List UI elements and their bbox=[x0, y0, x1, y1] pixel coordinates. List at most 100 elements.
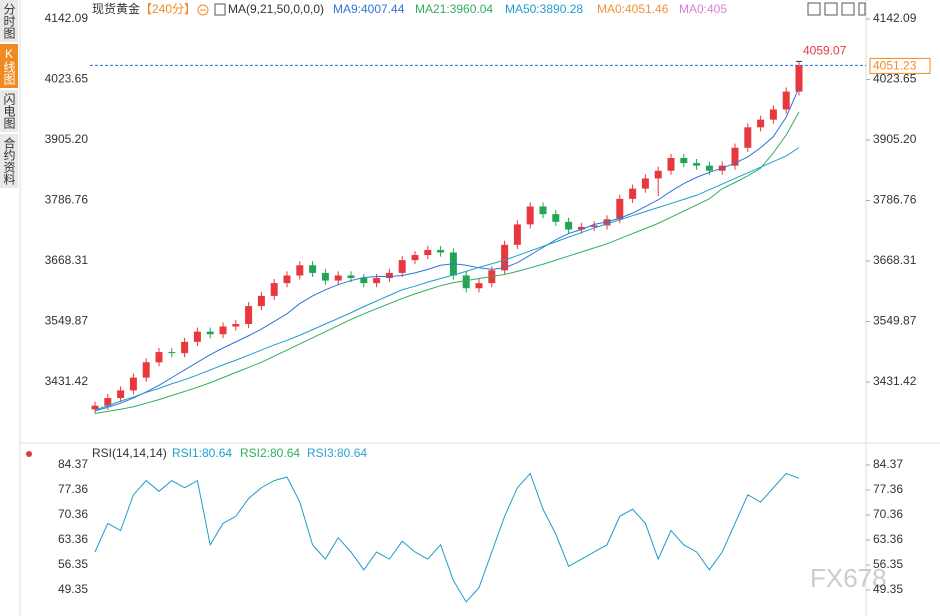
y-tick-label: 3786.76 bbox=[873, 193, 917, 207]
sun-icon bbox=[26, 451, 32, 457]
y-tick-label: 3431.42 bbox=[873, 374, 917, 388]
candle-body bbox=[552, 214, 560, 222]
y-tick-label: 4023.65 bbox=[45, 72, 89, 86]
candle-body bbox=[437, 249, 445, 253]
candle-body bbox=[539, 206, 547, 215]
toggle-icon[interactable] bbox=[197, 4, 209, 16]
icon[interactable] bbox=[807, 2, 821, 16]
series-line bbox=[94, 111, 800, 414]
candle-body bbox=[245, 306, 253, 324]
y-tick-label: 63.36 bbox=[873, 532, 903, 546]
tab[interactable]: K线图 bbox=[0, 44, 18, 90]
candle-body bbox=[705, 165, 713, 171]
candle-body bbox=[321, 272, 329, 281]
candle-body bbox=[513, 224, 521, 245]
candle-body bbox=[347, 275, 355, 279]
y-tick-label: 70.36 bbox=[873, 507, 903, 521]
last-price-label: 4051.23 bbox=[873, 59, 917, 73]
candle-body bbox=[462, 275, 470, 289]
candle-body bbox=[129, 377, 137, 391]
y-tick-label: 56.35 bbox=[58, 557, 88, 571]
legend-label: RSI1:80.64 bbox=[172, 446, 232, 460]
legend-label: MA9:4007.44 bbox=[333, 2, 405, 16]
candle-body bbox=[142, 362, 150, 378]
candle-body bbox=[603, 219, 611, 226]
max-label: 4059.07 bbox=[803, 44, 847, 58]
candle-body bbox=[283, 275, 291, 284]
candle-body bbox=[769, 109, 777, 120]
series-line bbox=[94, 472, 800, 603]
side-tabs: 分时图 K线图 闪电图 合约资料 bbox=[0, 0, 19, 190]
candle-body bbox=[398, 260, 406, 273]
y-tick-label: 56.35 bbox=[873, 557, 903, 571]
y-tick-label: 3905.20 bbox=[873, 132, 917, 146]
candle-body bbox=[117, 390, 125, 399]
y-tick-label: 63.36 bbox=[58, 532, 88, 546]
candle-body bbox=[206, 331, 214, 335]
candle-body bbox=[385, 272, 393, 279]
y-tick-label: 77.36 bbox=[873, 482, 903, 496]
candle-body bbox=[270, 283, 278, 296]
legend-label: MA50:3890.28 bbox=[505, 2, 583, 16]
tab[interactable]: 分时图 bbox=[0, 0, 18, 44]
tab[interactable]: 闪电图 bbox=[0, 90, 18, 134]
legend-label: MA0:405 bbox=[679, 2, 727, 16]
last-price-box bbox=[869, 57, 931, 74]
y-tick-label: 3786.76 bbox=[45, 193, 89, 207]
candle-body bbox=[104, 398, 112, 406]
candle-body bbox=[680, 157, 688, 164]
candle-body bbox=[731, 147, 739, 166]
candle-body bbox=[577, 226, 585, 230]
candle-body bbox=[334, 275, 342, 281]
indicator-label: MA(9,21,50,0,0,0) bbox=[228, 2, 324, 16]
y-tick-label: 3668.31 bbox=[45, 253, 89, 267]
candle-body bbox=[616, 198, 624, 220]
candle-body bbox=[309, 265, 317, 273]
y-tick-label: 3668.31 bbox=[873, 253, 917, 267]
candle-body bbox=[257, 295, 265, 307]
candle-body bbox=[360, 278, 368, 284]
tab[interactable]: 合约资料 bbox=[0, 134, 18, 190]
settings-icon[interactable] bbox=[214, 3, 226, 16]
candle-body bbox=[501, 244, 509, 271]
legend-label: RSI2:80.64 bbox=[240, 446, 300, 460]
candle-body bbox=[232, 323, 240, 327]
candle-body bbox=[744, 127, 752, 148]
y-tick-label: 49.35 bbox=[873, 582, 903, 596]
candle-body bbox=[475, 283, 483, 289]
candle-body bbox=[526, 206, 534, 225]
candle-body bbox=[411, 255, 419, 261]
y-tick-label: 84.37 bbox=[873, 457, 903, 471]
candle-body bbox=[641, 178, 649, 189]
y-tick-label: 3549.87 bbox=[45, 314, 89, 328]
candle-body bbox=[193, 331, 201, 342]
y-tick-label: 4023.65 bbox=[873, 72, 917, 86]
toolbar-icons bbox=[807, 2, 866, 16]
y-tick-label: 4142.09 bbox=[873, 11, 917, 25]
series-line bbox=[94, 87, 800, 412]
y-tick-label: 49.35 bbox=[58, 582, 88, 596]
candle-body bbox=[782, 91, 790, 110]
y-tick-label: 3905.20 bbox=[45, 132, 89, 146]
candle-body bbox=[590, 225, 598, 227]
y-tick-label: 3549.87 bbox=[873, 314, 917, 328]
icon[interactable] bbox=[824, 2, 838, 16]
watermark: FX678 bbox=[810, 563, 887, 593]
candle-body bbox=[296, 265, 304, 276]
candle-body bbox=[181, 341, 189, 354]
candle-body bbox=[424, 249, 432, 256]
candle-body bbox=[629, 188, 637, 199]
chart-subtitle: 【240分】 bbox=[140, 2, 196, 16]
y-tick-label: 77.36 bbox=[58, 482, 88, 496]
candle-body bbox=[654, 170, 662, 179]
candle-body bbox=[168, 352, 176, 354]
icon[interactable] bbox=[841, 2, 855, 16]
icon[interactable] bbox=[858, 2, 866, 16]
candle-body bbox=[155, 352, 163, 363]
candle-body bbox=[565, 221, 573, 230]
candle-body bbox=[757, 119, 765, 128]
candle-body bbox=[373, 278, 381, 284]
y-tick-label: 3431.42 bbox=[45, 374, 89, 388]
